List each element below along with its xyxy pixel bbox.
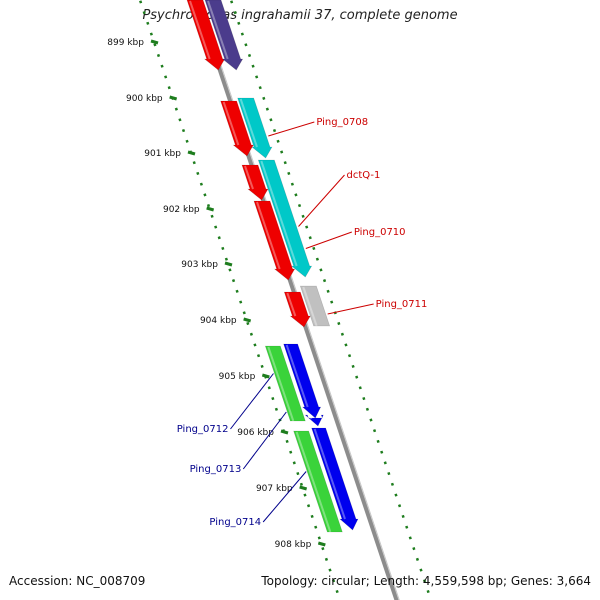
ruler-tick bbox=[150, 39, 159, 45]
accession-text: Accession: NC_008709 bbox=[9, 574, 146, 588]
gene-shine bbox=[313, 428, 346, 520]
gene-shine bbox=[267, 346, 295, 422]
gene-shine bbox=[260, 160, 298, 267]
gene-label-leader bbox=[242, 411, 287, 470]
ruler-tick bbox=[280, 429, 289, 435]
gene-shine bbox=[222, 101, 240, 146]
ruler-label: 906 kbp bbox=[237, 428, 274, 438]
gene-label: Ping_0711 bbox=[376, 299, 428, 310]
ruler-label: 903 kbp bbox=[181, 260, 218, 270]
gene-shine bbox=[244, 165, 254, 190]
gene-arrow-blue bbox=[311, 427, 359, 531]
gene-arrow-green bbox=[264, 345, 306, 422]
gene-label-leader bbox=[230, 373, 274, 430]
gene-label: Ping_0712 bbox=[177, 424, 229, 435]
gene-arrow-purple bbox=[204, 0, 244, 71]
gene-label: Ping_0714 bbox=[209, 517, 261, 528]
gene-label: Ping_0710 bbox=[354, 227, 406, 238]
ruler-tick bbox=[187, 150, 196, 156]
gene-shine bbox=[286, 292, 297, 317]
ruler-tick bbox=[261, 373, 270, 379]
gene-shine bbox=[302, 286, 318, 327]
genome-stats-text: Topology: circular; Length: 4,559,598 bp… bbox=[261, 574, 591, 588]
ruler-label: 900 kbp bbox=[126, 94, 163, 104]
gene-shine bbox=[207, 0, 229, 60]
gene-label-leader bbox=[327, 303, 374, 315]
ruler-label: 901 kbp bbox=[144, 149, 181, 159]
gene-arrow-red bbox=[253, 200, 296, 281]
gene-arrow-cyan bbox=[257, 159, 313, 278]
gene-label: Ping_0713 bbox=[190, 464, 242, 475]
gene-arrow-red bbox=[241, 164, 269, 201]
ruler-label: 907 kbp bbox=[256, 484, 293, 494]
gene-shine bbox=[256, 201, 281, 270]
ruler-tick bbox=[169, 95, 178, 101]
ruler-track-left bbox=[138, 0, 342, 600]
gene-shine bbox=[285, 344, 309, 408]
ruler-label: 908 kbp bbox=[275, 540, 312, 550]
gene-arrow-red bbox=[186, 0, 226, 71]
ruler-label: 899 kbp bbox=[107, 38, 144, 48]
gene-arrow-blue bbox=[283, 343, 322, 419]
gene-arrow-gray bbox=[299, 285, 331, 327]
ruler-tick bbox=[299, 485, 308, 491]
gene-shine bbox=[189, 0, 211, 60]
gene-arrow-cyan bbox=[237, 97, 273, 159]
ruler-tick bbox=[317, 541, 326, 547]
gene-shine bbox=[309, 414, 313, 420]
gene-arrow-green bbox=[293, 430, 343, 533]
gene-arrow-red bbox=[283, 291, 311, 328]
ruler-tick bbox=[224, 261, 233, 267]
gene-label-leader bbox=[262, 471, 307, 523]
ruler-label: 902 kbp bbox=[163, 205, 200, 215]
gene-label-leader bbox=[298, 174, 345, 227]
ruler-tick bbox=[243, 317, 252, 323]
gene-label: Ping_0708 bbox=[316, 117, 368, 128]
gene-shine bbox=[239, 98, 258, 148]
gene-shine bbox=[295, 431, 332, 533]
ruler-tick bbox=[206, 206, 215, 212]
gene-arrow-red bbox=[220, 100, 254, 157]
gene-label-leader bbox=[305, 231, 352, 249]
ruler-track-right bbox=[229, 0, 433, 600]
ruler-label: 904 kbp bbox=[200, 316, 237, 326]
gene-arrow-blue bbox=[304, 414, 324, 427]
gene-label-leader bbox=[268, 121, 315, 137]
ruler-label: 905 kbp bbox=[219, 372, 256, 382]
gene-label: dctQ-1 bbox=[346, 170, 380, 181]
